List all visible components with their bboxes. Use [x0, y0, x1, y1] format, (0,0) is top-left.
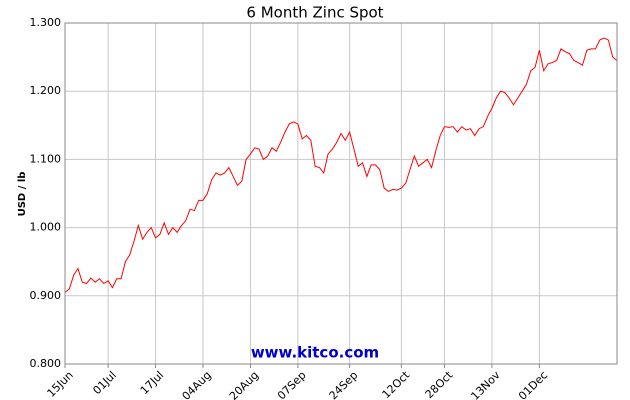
y-axis-label: USD / lb — [17, 172, 28, 217]
y-tick-label: 0.800 — [30, 357, 62, 370]
y-tick-label: 1.100 — [30, 152, 62, 165]
watermark: www.kitco.com — [251, 344, 379, 362]
price-line — [64, 37, 618, 293]
y-tick-label: 1.200 — [30, 84, 62, 97]
plot-border — [64, 22, 618, 365]
y-tick-label: 0.900 — [30, 289, 62, 302]
y-tick-label: 1.000 — [30, 221, 62, 234]
chart-title: 6 Month Zinc Spot — [246, 4, 383, 22]
plot — [64, 37, 618, 293]
y-tick-label: 1.300 — [30, 16, 62, 29]
